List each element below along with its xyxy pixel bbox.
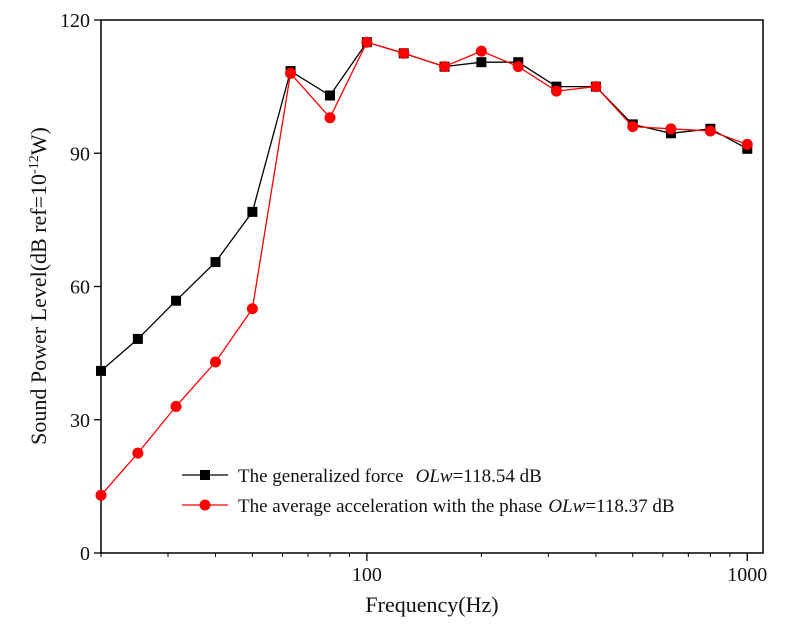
y-tick-label-60: 60 xyxy=(70,277,90,299)
series-1-point-200 xyxy=(476,57,487,68)
series-1-point-50 xyxy=(247,206,258,217)
series-1-point-80 xyxy=(325,90,336,101)
series-1-point-31.5 xyxy=(171,295,182,306)
y-tick-label-0: 0 xyxy=(80,543,90,565)
ticks-layer: 0 30 60 90 120 100 1000 xyxy=(60,10,767,586)
legend-series-name-2: The average acceleration with the phase xyxy=(238,496,542,517)
series-2-point-250 xyxy=(512,61,524,73)
legend-entry-1: The generalized force OLw=118.54 dB xyxy=(182,466,542,487)
legend: The generalized force OLw=118.54 dB The a… xyxy=(182,466,675,517)
series-2-point-200 xyxy=(475,45,487,57)
series-2-point-500 xyxy=(627,121,639,133)
plot-area: 0 30 60 90 120 100 1000 xyxy=(60,10,767,586)
series-2-point-630 xyxy=(665,123,677,135)
series-layer xyxy=(95,36,753,501)
y-tick-label-30: 30 xyxy=(70,410,90,432)
series-2-point-25 xyxy=(132,447,144,459)
series-2-point-800 xyxy=(704,125,716,137)
y-tick-label-90: 90 xyxy=(70,143,90,165)
series-2-point-400 xyxy=(590,81,602,93)
y-tick-label-120: 120 xyxy=(60,10,90,32)
series-2-point-100 xyxy=(361,36,373,48)
y-axis-title-sup: -12 xyxy=(27,155,42,174)
legend-series-name-1: The generalized force xyxy=(238,466,404,487)
series-2-point-160 xyxy=(439,61,451,73)
series-2-point-315 xyxy=(550,85,562,97)
y-axis-title-base: Sound Power Level(dB ref=10 xyxy=(26,174,51,445)
series-2-point-50 xyxy=(246,303,258,315)
series-2-point-31.5 xyxy=(170,400,182,412)
legend-metric-label-2: OLw xyxy=(548,496,585,517)
series-2-point-80 xyxy=(324,112,336,124)
series-2 xyxy=(95,36,753,501)
x-axis-title: Frequency(Hz) xyxy=(365,592,498,617)
series-1 xyxy=(96,37,753,376)
series-1-point-20 xyxy=(96,365,106,376)
series-2-point-1000 xyxy=(741,138,753,150)
legend-text-2: The average acceleration with the phase O… xyxy=(238,496,675,517)
legend-metric-value-1: =118.54 dB xyxy=(453,466,542,487)
legend-metric-label-1: OLw xyxy=(416,466,453,487)
legend-metric-value-2: =118.37 dB xyxy=(585,496,674,517)
y-axis-title: Sound Power Level(dB ref=10-12W) xyxy=(26,127,51,445)
series-2-line xyxy=(100,41,748,496)
series-1-point-40 xyxy=(210,257,221,268)
series-2-point-40 xyxy=(210,356,222,368)
series-2-point-125 xyxy=(398,47,410,59)
series-1-point-25 xyxy=(132,333,143,344)
legend-swatch-marker-2 xyxy=(199,499,211,511)
series-2-point-63 xyxy=(285,67,297,79)
x-tick-label-1000: 1000 xyxy=(727,564,767,586)
y-axis-title-tail: W) xyxy=(26,127,51,155)
x-tick-label-100: 100 xyxy=(352,564,382,586)
legend-text-1: The generalized force OLw=118.54 dB xyxy=(238,466,542,487)
legend-swatch-marker-1 xyxy=(200,470,210,480)
series-1-line xyxy=(100,41,748,372)
legend-entry-2: The average acceleration with the phase O… xyxy=(182,496,675,517)
series-2-point-20 xyxy=(95,489,107,501)
